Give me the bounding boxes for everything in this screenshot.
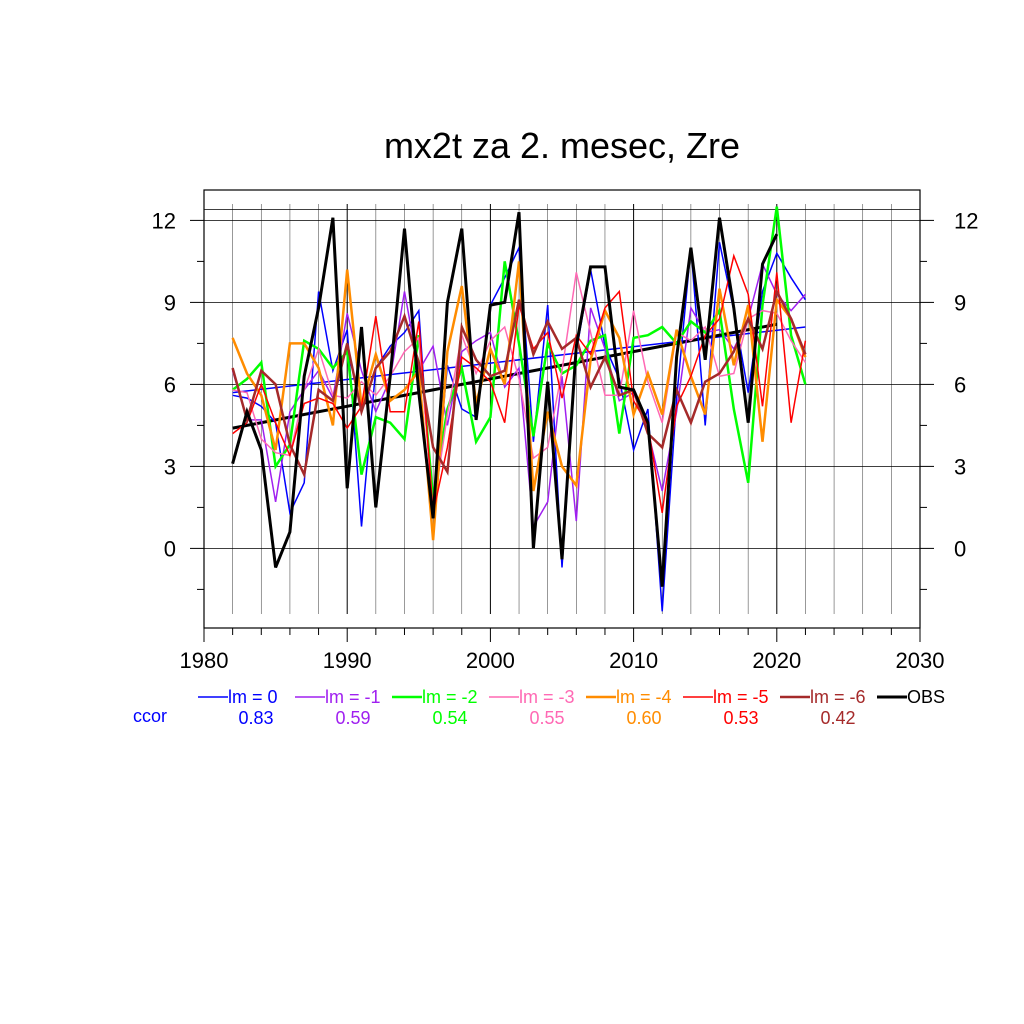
y-tick-label-left-3: 3 (164, 454, 176, 479)
x-tick-label-2020: 2020 (752, 648, 801, 673)
legend-label-lm-0: lm = 0 (228, 687, 278, 707)
plot-border (203, 189, 921, 629)
legend-label-obs: OBS (907, 687, 945, 707)
series-line-lm-3 (232, 272, 807, 511)
legend-label-lm-6: lm = -6 (810, 687, 866, 707)
y-tick-label-left-0: 0 (164, 536, 176, 561)
x-tick-label-2000: 2000 (466, 648, 515, 673)
legend-label-lm-3: lm = -3 (519, 687, 575, 707)
x-tick-label-1990: 1990 (323, 648, 372, 673)
ccor-value-lm-0: 0.83 (238, 708, 273, 728)
ccor-value-lm-5: 0.53 (723, 708, 758, 728)
ccor-value-lm-6: 0.42 (820, 708, 855, 728)
plot-frame (203, 189, 921, 629)
ccor-value-lm-3: 0.55 (529, 708, 564, 728)
series-layer (231, 206, 807, 612)
series-line-obs (231, 211, 779, 587)
legend-label-lm-1: lm = -1 (325, 687, 381, 707)
chart-title: mx2t za 2. mesec, Zre (384, 125, 740, 166)
legend-label-lm-4: lm = -4 (616, 687, 672, 707)
ccor-label: ccor (133, 706, 167, 726)
series-line-lm-6 (231, 288, 807, 479)
y-tick-label-right-0: 0 (954, 536, 966, 561)
legend-label-lm-2: lm = -2 (422, 687, 478, 707)
x-tick-label-2030: 2030 (896, 648, 945, 673)
ccor-value-lm-1: 0.59 (335, 708, 370, 728)
y-tick-label-right-9: 9 (954, 290, 966, 315)
y-tick-label-left-6: 6 (164, 372, 176, 397)
ccor-value-lm-4: 0.60 (626, 708, 661, 728)
legend: ccor lm = 00.83 lm = -10.59 lm = -20.54 lm =… (133, 687, 945, 728)
y-tick-label-right-6: 6 (954, 372, 966, 397)
y-tick-label-right-3: 3 (954, 454, 966, 479)
y-tick-label-right-12: 12 (954, 208, 978, 233)
y-tick-label-left-12: 12 (152, 208, 176, 233)
x-tick-label-2010: 2010 (609, 648, 658, 673)
series-line-lm-4 (231, 261, 807, 541)
y-tick-label-left-9: 9 (164, 290, 176, 315)
x-tick-label-1980: 1980 (180, 648, 229, 673)
series-line-lm-1 (231, 261, 806, 529)
tick-layer: 1980 1990 2000 2010 2020 2030 0 0 3 3 6 6 9 9 12 12 (152, 208, 979, 673)
legend-label-lm-5: lm = -5 (713, 687, 769, 707)
ccor-value-lm-2: 0.54 (432, 708, 467, 728)
